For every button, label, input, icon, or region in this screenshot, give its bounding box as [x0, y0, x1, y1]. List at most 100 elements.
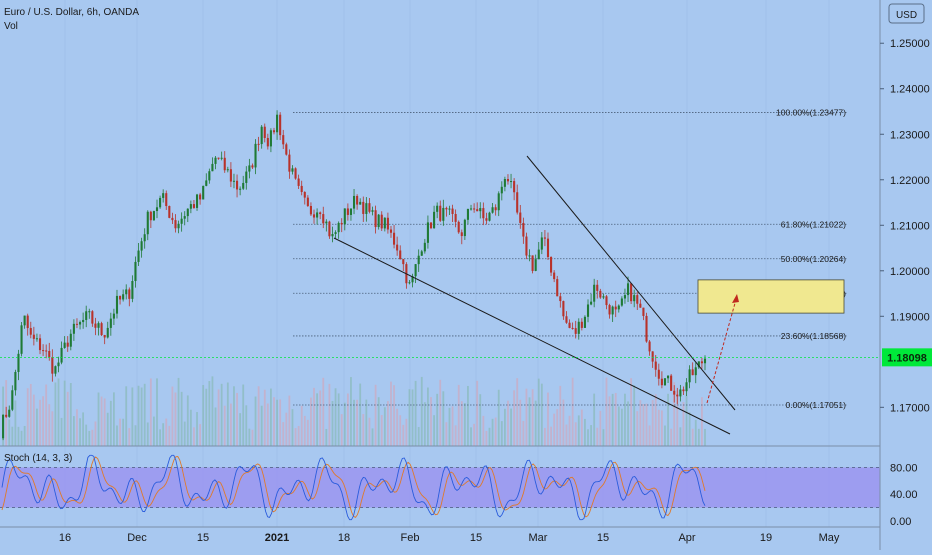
candle-body — [66, 342, 69, 347]
volume-bar — [565, 424, 568, 446]
candle-body — [408, 282, 411, 284]
candle-body — [657, 369, 660, 379]
time-tick-label: 16 — [59, 532, 71, 544]
volume-bar — [642, 404, 645, 446]
candle-body — [362, 201, 365, 214]
volume-bar — [113, 392, 115, 446]
volume-bar — [433, 415, 435, 446]
candle-body — [223, 157, 226, 171]
volume-bar — [402, 424, 405, 446]
volume-bar — [682, 402, 685, 446]
volume-bar — [479, 394, 482, 446]
volume-bar — [497, 389, 500, 446]
volume-bar — [568, 415, 571, 446]
candle-body — [266, 137, 269, 147]
volume-bar — [423, 402, 426, 446]
volume-bar — [109, 400, 112, 446]
volume-bar — [577, 415, 580, 446]
volume-bar — [556, 409, 559, 446]
candle-body — [97, 323, 100, 328]
volume-bar — [57, 378, 60, 446]
candle-body — [371, 210, 374, 212]
volume-bar — [602, 429, 605, 446]
volume-bar — [383, 407, 386, 446]
candle-body — [48, 350, 51, 358]
volume-bar — [294, 428, 297, 446]
volume-bar — [14, 400, 17, 446]
volume-bar — [630, 378, 633, 446]
candle-body — [673, 390, 676, 395]
candle-body — [134, 261, 137, 281]
volume-bar — [233, 386, 235, 446]
candle-body — [106, 327, 109, 338]
candle-body — [463, 219, 466, 237]
time-tick-label: Dec — [127, 532, 147, 544]
volume-bar — [587, 429, 589, 446]
volume-bar — [691, 428, 694, 446]
candle-body — [543, 237, 546, 239]
candle-body — [599, 290, 602, 298]
volume-bar — [494, 417, 497, 446]
candle-body — [365, 203, 368, 214]
candle-body — [349, 208, 353, 215]
fib-level-label: 0.00%(1.17051) — [786, 400, 847, 410]
volume-bar — [701, 397, 703, 446]
candle-body — [112, 313, 115, 319]
volume-bar — [273, 397, 275, 446]
candle-body — [679, 389, 682, 397]
volume-bar — [664, 425, 666, 446]
volume-bar — [544, 427, 546, 446]
candle-body — [294, 168, 297, 179]
volume-bar — [48, 404, 51, 446]
time-tick-label: 18 — [338, 532, 350, 544]
candle-body — [94, 323, 97, 328]
volume-bar — [510, 408, 512, 446]
price-tick-label: 1.19000 — [890, 311, 930, 323]
candle-body — [580, 321, 583, 328]
volume-bar — [211, 376, 214, 446]
candle-body — [229, 169, 232, 182]
candle-body — [426, 222, 429, 243]
volume-bar — [482, 415, 485, 446]
volume-bar — [122, 418, 125, 446]
candle-body — [85, 311, 88, 320]
last-price-badge — [882, 348, 932, 367]
volume-bar — [356, 399, 359, 446]
volume-bar — [177, 377, 180, 446]
candle-body — [75, 323, 79, 325]
candle-body — [109, 318, 112, 328]
volume-bar — [608, 396, 611, 446]
candle-body — [306, 197, 309, 206]
volume-bar — [103, 398, 106, 446]
candle-body — [82, 319, 85, 323]
volume-bar — [97, 392, 100, 446]
candle-body — [183, 216, 186, 219]
stochastic-tick-label: 0.00 — [890, 516, 911, 528]
volume-bar — [171, 386, 174, 446]
target-arrow-layer — [706, 294, 739, 404]
price-tick-label: 1.24000 — [890, 84, 930, 96]
candle-body — [491, 207, 494, 213]
candle-body — [651, 351, 654, 362]
volume-bar — [562, 399, 565, 446]
volume-bar — [353, 399, 355, 446]
volume-bar — [396, 408, 399, 446]
candle-body — [466, 208, 469, 220]
candle-body — [131, 280, 134, 299]
candle-body — [608, 305, 611, 315]
volume-bar — [282, 422, 285, 446]
volume-bar — [362, 414, 365, 446]
candle-body — [279, 114, 282, 136]
volume-bar — [254, 396, 257, 446]
volume-bar — [350, 377, 352, 446]
candle-body — [660, 378, 663, 386]
candle-body — [217, 157, 220, 159]
volume-bar — [42, 396, 45, 446]
volume-bar — [405, 418, 408, 446]
candle-body — [251, 165, 254, 168]
candle-body — [433, 211, 436, 229]
candle-body — [703, 358, 707, 364]
volume-bar — [596, 427, 599, 446]
currency-button[interactable] — [888, 3, 925, 24]
